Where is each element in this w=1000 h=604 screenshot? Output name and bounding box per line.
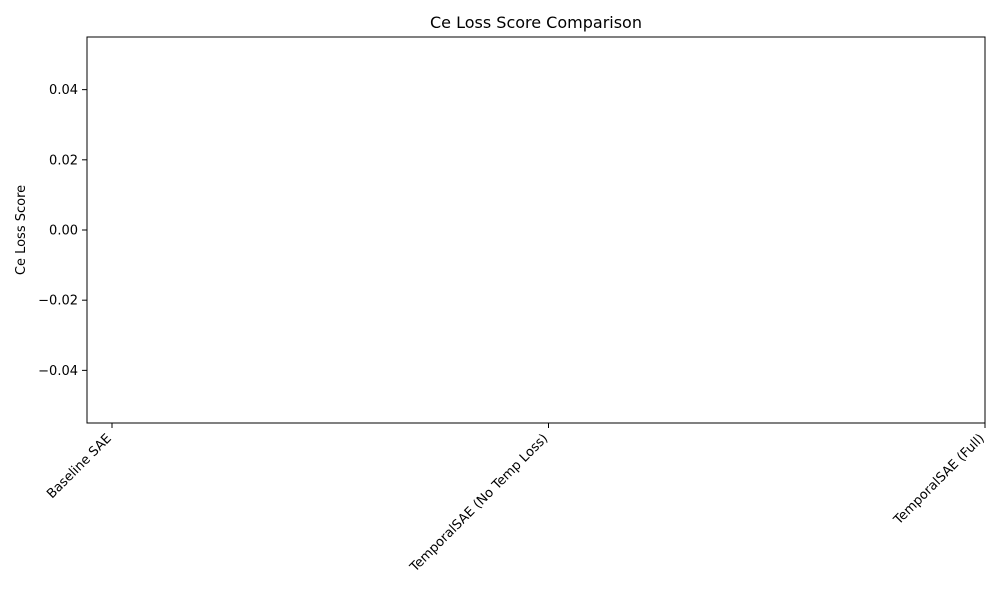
y-tick-label: 0.00 bbox=[49, 224, 78, 239]
y-tick-label: −0.02 bbox=[38, 294, 78, 309]
plot-frame bbox=[86, 36, 986, 424]
x-tick-label: Baseline SAE bbox=[44, 431, 115, 502]
y-tick-label: −0.04 bbox=[38, 364, 78, 379]
y-tick-label: 0.04 bbox=[49, 83, 78, 98]
y-tick-label: 0.02 bbox=[49, 153, 78, 168]
x-axis-ticks: Baseline SAE TemporalSAE (No Temp Loss) Te… bbox=[44, 423, 988, 576]
x-tick-label: TemporalSAE (Full) bbox=[891, 431, 988, 528]
y-axis-ticks: 0.04 0.02 0.00 −0.02 −0.04 bbox=[38, 83, 87, 379]
chart-title: Ce Loss Score Comparison bbox=[430, 13, 642, 32]
y-axis-label: Ce Loss Score bbox=[14, 185, 29, 275]
x-tick-label: TemporalSAE (No Temp Loss) bbox=[407, 431, 552, 576]
